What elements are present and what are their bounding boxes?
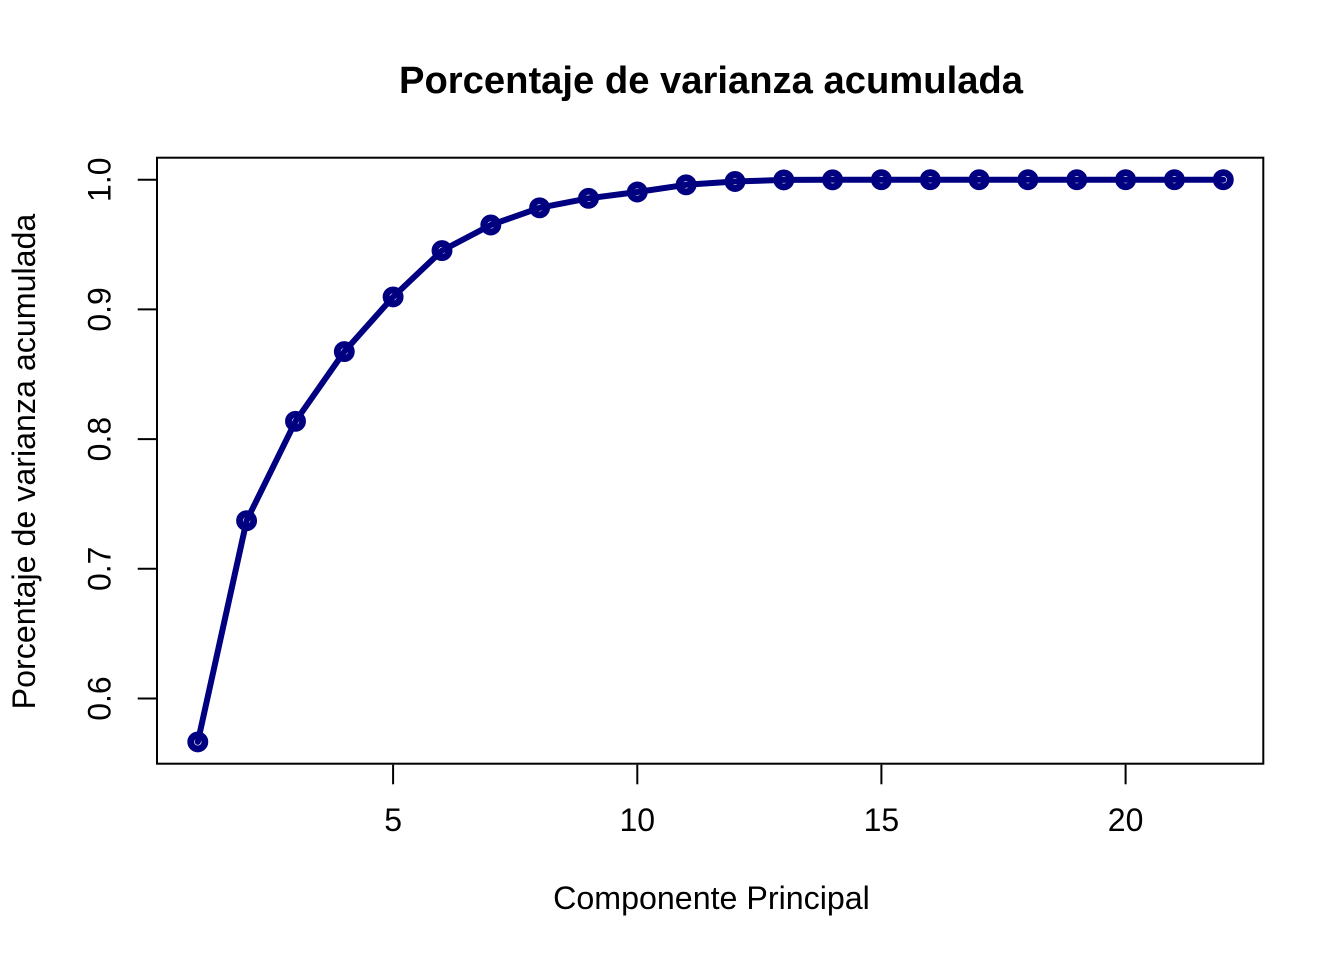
svg-text:20: 20 bbox=[1108, 802, 1144, 838]
svg-text:Componente Principal: Componente Principal bbox=[553, 880, 870, 916]
svg-text:5: 5 bbox=[384, 802, 402, 838]
svg-text:Porcentaje de varianza acumula: Porcentaje de varianza acumulada bbox=[399, 59, 1024, 102]
svg-text:15: 15 bbox=[864, 802, 900, 838]
svg-text:0.6: 0.6 bbox=[82, 676, 118, 720]
svg-text:10: 10 bbox=[620, 802, 656, 838]
svg-text:0.9: 0.9 bbox=[82, 287, 118, 331]
svg-text:1.0: 1.0 bbox=[82, 157, 118, 201]
svg-text:Porcentaje de varianza acumula: Porcentaje de varianza acumulada bbox=[6, 214, 42, 710]
svg-text:0.7: 0.7 bbox=[82, 547, 118, 591]
svg-text:0.8: 0.8 bbox=[82, 417, 118, 461]
